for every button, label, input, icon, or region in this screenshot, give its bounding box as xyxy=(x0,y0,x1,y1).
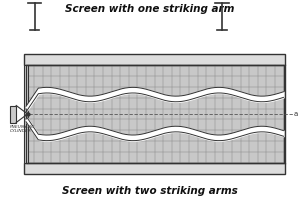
Bar xyxy=(26,65,284,163)
Text: PNEUMATIC
CYLINDER: PNEUMATIC CYLINDER xyxy=(10,124,35,133)
Bar xyxy=(24,54,285,65)
Text: Screen with two striking arms: Screen with two striking arms xyxy=(62,186,238,196)
Bar xyxy=(24,65,28,163)
Bar xyxy=(24,163,285,174)
Bar xyxy=(26,65,284,163)
Text: a: a xyxy=(294,111,298,117)
Bar xyxy=(10,106,16,122)
Text: Screen with one striking arm: Screen with one striking arm xyxy=(65,4,235,14)
